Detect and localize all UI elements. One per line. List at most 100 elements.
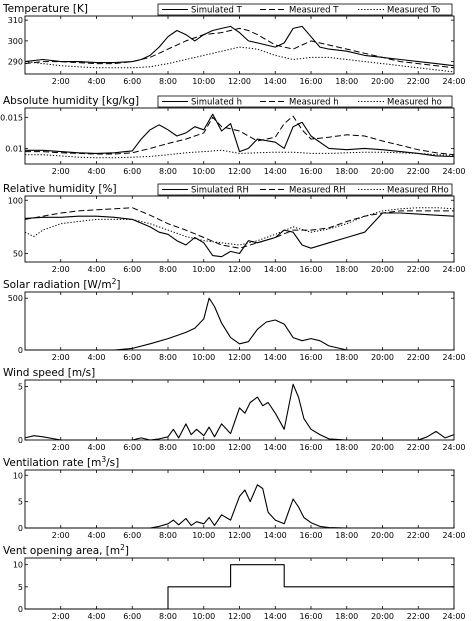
x-tick-label: 4:00 xyxy=(88,265,106,274)
legend-label: Measured ho xyxy=(387,98,442,108)
y-tick-label: 5 xyxy=(18,498,23,507)
x-tick-label: 10:00 xyxy=(192,265,215,274)
x-tick-label: 12:00 xyxy=(228,612,251,621)
x-tick-label: 2:00 xyxy=(52,443,70,452)
y-tick-label: 0 xyxy=(18,524,23,533)
plot-frame xyxy=(24,195,455,263)
x-tick-label: 8:00 xyxy=(159,443,177,452)
series-line-1 xyxy=(25,484,454,529)
legend-label: Simulated h xyxy=(191,98,242,108)
series-line-1 xyxy=(25,297,454,351)
x-tick-label: 14:00 xyxy=(264,167,287,176)
y-tick-label: 5 xyxy=(18,382,23,391)
panel-title: Temperature [K] xyxy=(2,3,88,15)
x-tick-label: 10:00 xyxy=(192,612,215,621)
x-tick-label: 4:00 xyxy=(88,167,106,176)
x-tick-label: 2:00 xyxy=(52,353,70,362)
title-superscript: 2 xyxy=(120,543,125,552)
title-superscript: 2 xyxy=(112,277,117,286)
legend-box xyxy=(157,95,453,108)
x-tick-label: 10:00 xyxy=(192,443,215,452)
x-tick-label: 12:00 xyxy=(228,531,251,540)
x-tick-label: 14:00 xyxy=(264,612,287,621)
title-tail: ] xyxy=(125,545,129,557)
x-tick-label: 10:00 xyxy=(192,531,215,540)
x-tick-label: 18:00 xyxy=(335,443,358,452)
x-tick-label: 24:00 xyxy=(442,167,465,176)
legend-box xyxy=(157,183,453,196)
x-tick-label: 6:00 xyxy=(123,167,141,176)
x-tick-label: 20:00 xyxy=(371,531,394,540)
series-line-2 xyxy=(24,207,454,249)
title-text: Ventilation rate [m xyxy=(3,457,101,469)
plot-frame xyxy=(24,291,455,351)
x-tick-label: 24:00 xyxy=(442,443,465,452)
series-line-1 xyxy=(24,383,455,441)
x-tick-label: 22:00 xyxy=(407,443,430,452)
series-line-2 xyxy=(24,27,455,69)
x-tick-label: 2:00 xyxy=(52,531,70,540)
legend-label: Simulated T xyxy=(191,6,243,16)
x-tick-label: 18:00 xyxy=(335,612,358,621)
panel-5: Wind speed [m/s] 0 5 2:00 4:00 6:00 8:00 10:00 1… xyxy=(3,367,466,452)
panel-title: Ventilation rate [m3/s] xyxy=(3,455,119,469)
title-tail: ] xyxy=(116,279,120,291)
x-tick-label: 16:00 xyxy=(299,531,322,540)
x-tick-label: 16:00 xyxy=(299,612,322,621)
x-tick-label: 6:00 xyxy=(123,353,141,362)
series-line-1 xyxy=(25,564,454,610)
x-tick-label: 20:00 xyxy=(371,167,394,176)
panel-1: Temperature [K] 290 300 310 2:00 4:00 6:00 8:00… xyxy=(2,3,466,86)
x-tick-label: 12:00 xyxy=(228,443,251,452)
series-line-3 xyxy=(24,46,455,73)
legend-label: Measured RHo xyxy=(387,186,449,196)
x-tick-label: 8:00 xyxy=(159,612,177,621)
series-line-1 xyxy=(25,113,455,158)
legend-label: Measured To xyxy=(387,6,440,16)
y-tick-label: 10 xyxy=(13,471,23,480)
x-tick-label: 2:00 xyxy=(52,265,70,274)
x-tick-label: 22:00 xyxy=(407,167,430,176)
x-tick-label: 6:00 xyxy=(123,443,141,452)
x-tick-label: 8:00 xyxy=(159,265,177,274)
x-tick-label: 20:00 xyxy=(371,77,394,86)
panel-3: Relative humidity [%] 50 100 2:00 4:00 6:00 8:… xyxy=(3,183,466,274)
panel-2: Absolute humidity [kg/kg] 0.01 0.015 2:00 4:… xyxy=(0,95,465,176)
title-tail: /s] xyxy=(106,457,119,469)
x-tick-label: 16:00 xyxy=(299,353,322,362)
title-text: Temperature [K] xyxy=(2,3,88,15)
legend: Simulated h Measured h Measured ho xyxy=(157,95,453,108)
x-tick-label: 14:00 xyxy=(264,443,287,452)
panel-title: Wind speed [m/s] xyxy=(3,367,95,379)
x-tick-label: 2:00 xyxy=(52,612,70,621)
x-tick-label: 16:00 xyxy=(299,77,322,86)
y-tick-label: 0 xyxy=(18,605,23,614)
y-tick-label: 310 xyxy=(8,16,23,25)
x-tick-label: 18:00 xyxy=(335,167,358,176)
panel-title: Solar radiation [W/m2] xyxy=(3,277,120,291)
x-tick-label: 10:00 xyxy=(192,167,215,176)
x-tick-label: 12:00 xyxy=(228,77,251,86)
x-tick-label: 24:00 xyxy=(442,265,465,274)
panel-7: Vent opening area, [m2] 0 5 10 2:00 4:00 6:00 8… xyxy=(3,543,466,621)
y-tick-label: 10 xyxy=(13,561,23,570)
y-tick-label: 300 xyxy=(8,37,23,46)
x-tick-label: 18:00 xyxy=(335,77,358,86)
x-tick-label: 8:00 xyxy=(159,353,177,362)
x-tick-label: 6:00 xyxy=(123,531,141,540)
y-tick-label: 0 xyxy=(18,346,23,355)
x-tick-label: 20:00 xyxy=(371,265,394,274)
x-tick-label: 12:00 xyxy=(228,265,251,274)
series-line-2 xyxy=(25,115,455,156)
x-tick-label: 10:00 xyxy=(192,77,215,86)
y-tick-label: 50 xyxy=(13,249,23,258)
title-superscript: 3 xyxy=(101,455,106,464)
plot-frame xyxy=(24,557,455,610)
legend-box xyxy=(157,3,453,16)
plot-frame xyxy=(24,469,455,529)
x-tick-label: 4:00 xyxy=(88,612,106,621)
x-tick-label: 8:00 xyxy=(159,167,177,176)
x-tick-label: 14:00 xyxy=(264,265,287,274)
plot-frame xyxy=(24,379,455,441)
